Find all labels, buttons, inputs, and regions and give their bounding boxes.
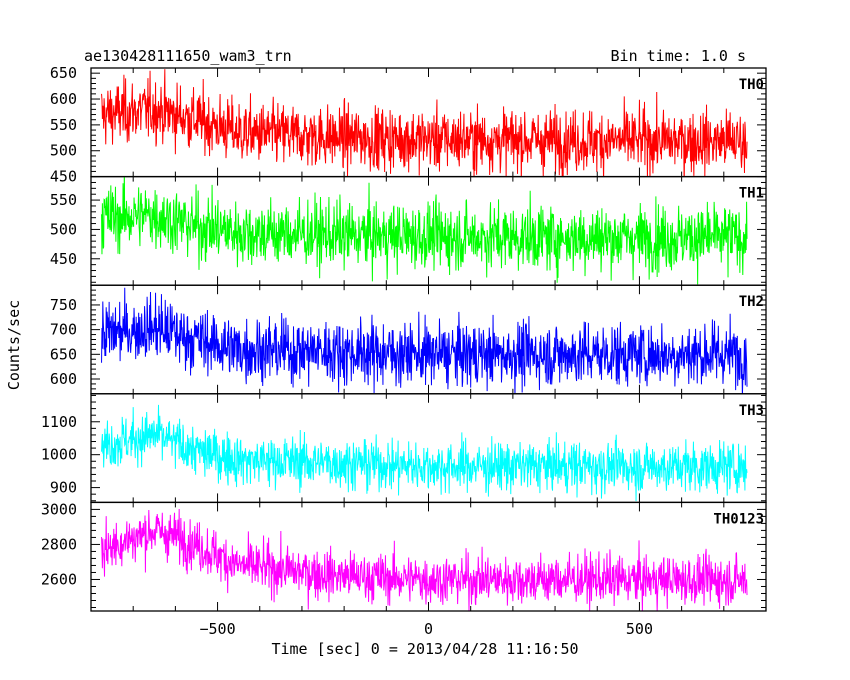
series-line-th2 <box>101 287 748 394</box>
y-tick-label: 500 <box>50 220 77 238</box>
y-tick-label: 1000 <box>41 446 77 464</box>
y-tick-label: 2800 <box>41 535 77 553</box>
y-tick-label: 600 <box>50 90 77 108</box>
panel-th1: 450 500 550 TH1 <box>50 175 767 286</box>
panel-label: TH0 <box>739 77 764 93</box>
y-tick-label: 700 <box>50 321 77 339</box>
y-axis-label: Counts/sec <box>5 300 23 390</box>
y-tick-label: 550 <box>50 191 77 209</box>
y-tick-label: 900 <box>50 479 77 497</box>
series-line-th0123 <box>101 509 748 611</box>
chart-title: ae130428111650_wam3_trn <box>84 47 292 65</box>
series-line-th1 <box>101 176 748 285</box>
x-tick-label: 500 <box>626 620 653 638</box>
panel-th0: 450 500 550 600 650 TH0 <box>50 64 767 186</box>
y-tick-label: 600 <box>50 370 77 388</box>
panel-label: TH3 <box>739 403 764 419</box>
y-tick-label: 750 <box>50 296 77 314</box>
y-tick-label: 1100 <box>41 413 77 431</box>
x-tick-label: 0 <box>424 620 433 638</box>
bin-time-label: Bin time: 1.0 s <box>611 47 746 65</box>
y-tick-label: 650 <box>50 345 77 363</box>
y-tick-label: 500 <box>50 142 77 160</box>
y-tick-label: 650 <box>50 64 77 82</box>
panel-group: 450 500 550 600 650 TH0 450 500 550 TH1 600 650 700 7… <box>41 64 767 638</box>
panel-label: TH2 <box>739 294 764 310</box>
y-tick-label: 450 <box>50 168 77 186</box>
panel-label: TH0123 <box>713 511 764 527</box>
y-tick-label: 2600 <box>41 570 77 588</box>
y-tick-label: 3000 <box>41 500 77 518</box>
x-axis-label: Time [sec] 0 = 2013/04/28 11:16:50 <box>271 640 578 658</box>
panel-th3: 900 1000 1100 TH3 <box>41 393 767 504</box>
series-line-th0 <box>101 69 748 177</box>
panel-label: TH1 <box>739 186 764 202</box>
series-line-th3 <box>101 404 748 502</box>
y-tick-label: 450 <box>50 250 77 268</box>
panel-th0123: 2600 2800 3000 TH0123 <box>41 500 767 612</box>
y-tick-label: 550 <box>50 116 77 134</box>
panel-th2: 600 650 700 750 TH2 <box>50 284 767 395</box>
x-tick-label: −500 <box>200 620 236 638</box>
